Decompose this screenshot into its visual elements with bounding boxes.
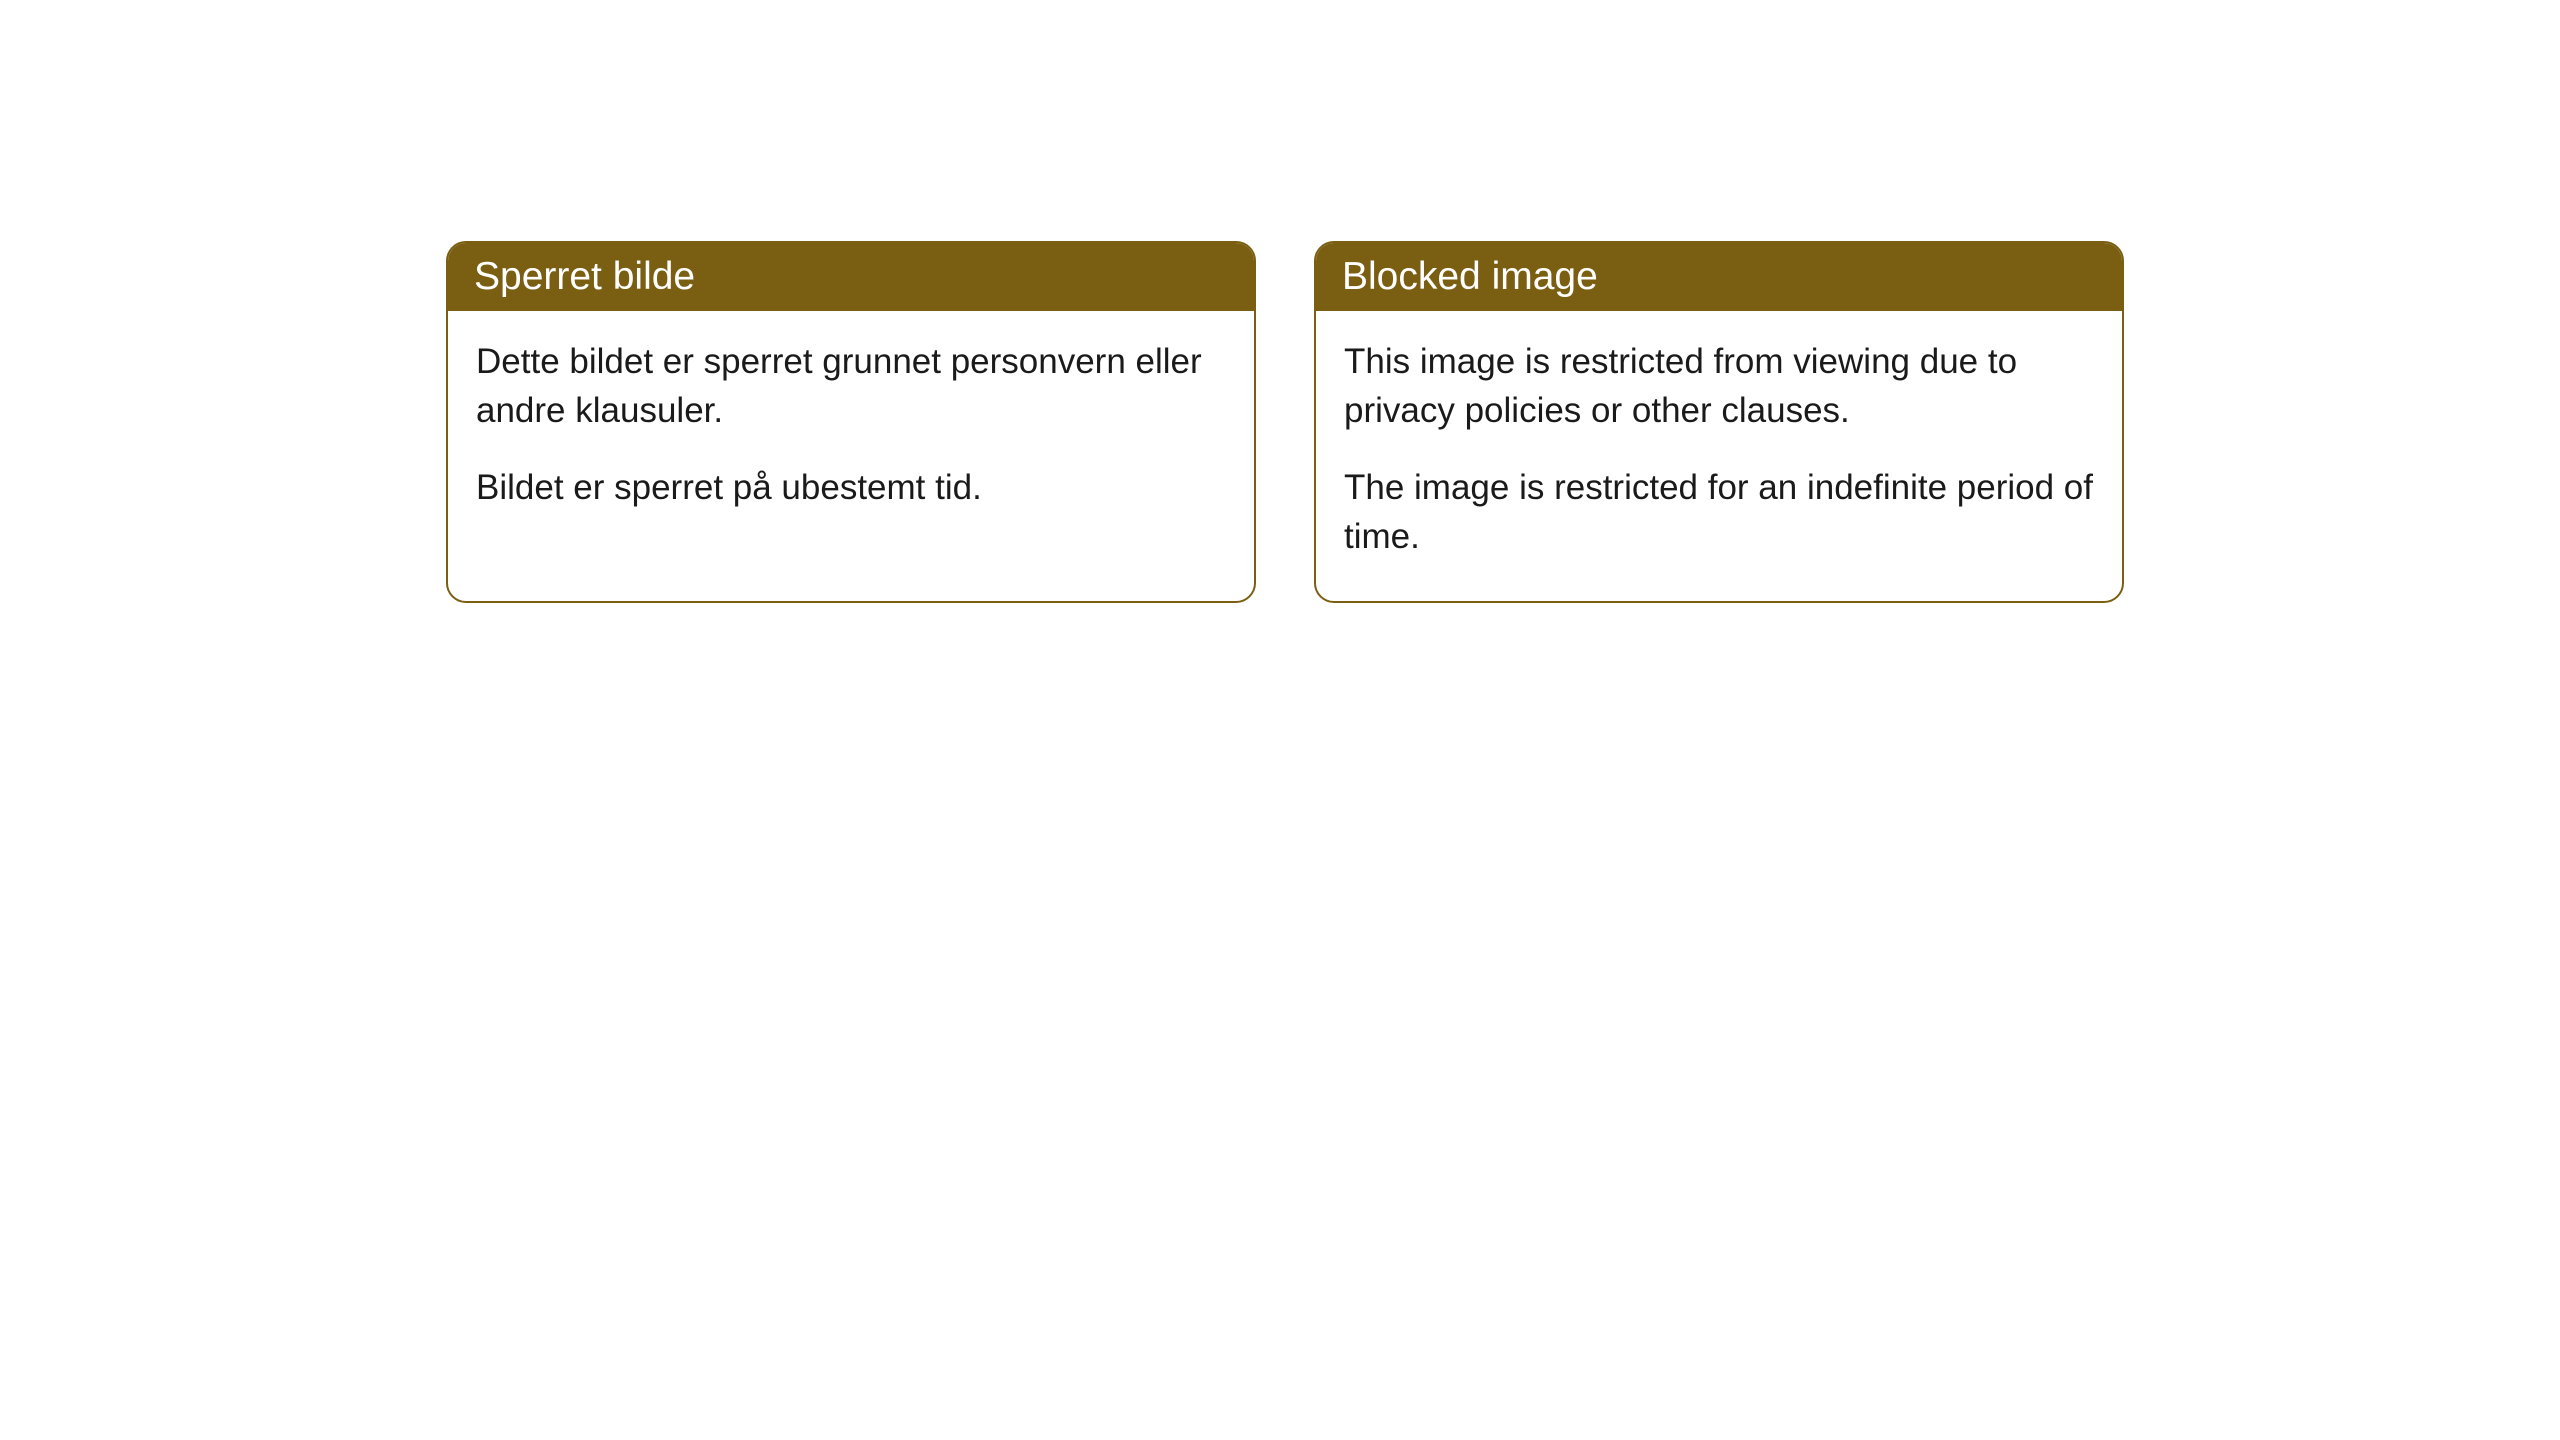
notice-card-english: Blocked image This image is restricted f…: [1314, 241, 2124, 603]
card-paragraph: Bildet er sperret på ubestemt tid.: [476, 463, 1226, 512]
card-title: Blocked image: [1342, 255, 1598, 298]
card-header: Blocked image: [1316, 243, 2122, 311]
card-paragraph: The image is restricted for an indefinit…: [1344, 463, 2094, 561]
notice-card-norwegian: Sperret bilde Dette bildet er sperret gr…: [446, 241, 1256, 603]
card-body: This image is restricted from viewing du…: [1316, 311, 2122, 601]
card-body: Dette bildet er sperret grunnet personve…: [448, 311, 1254, 552]
card-header: Sperret bilde: [448, 243, 1254, 311]
notice-cards-container: Sperret bilde Dette bildet er sperret gr…: [446, 241, 2124, 603]
card-paragraph: This image is restricted from viewing du…: [1344, 337, 2094, 435]
card-paragraph: Dette bildet er sperret grunnet personve…: [476, 337, 1226, 435]
card-title: Sperret bilde: [474, 255, 695, 298]
